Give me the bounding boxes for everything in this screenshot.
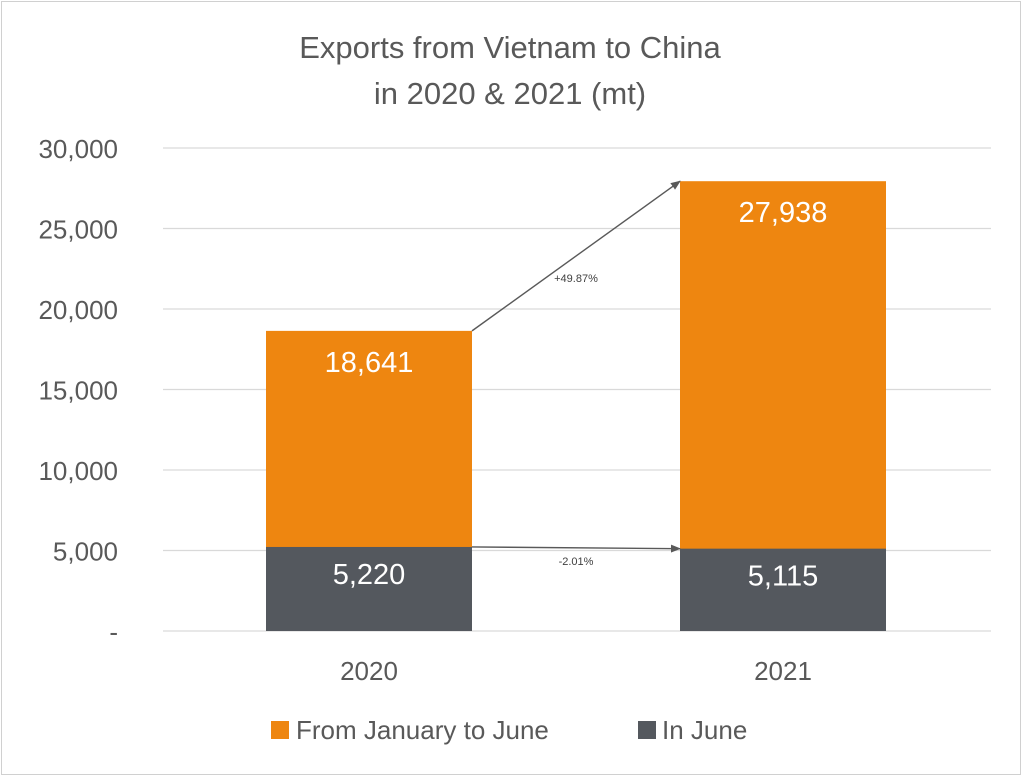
bar-in-june-2020 (266, 546, 472, 631)
change-arrow-in-june (471, 544, 681, 553)
y-tick-label: 5,000 (53, 537, 118, 567)
y-tick-label: 30,000 (38, 134, 118, 164)
y-tick-label: 20,000 (38, 295, 118, 325)
x-tick-label-2020: 2020 (340, 656, 398, 686)
change-arrow-from-january-to-june (471, 180, 681, 332)
data-label-in-june-2021: 5,115 (748, 561, 818, 593)
change-annotation-in-june: -2.01% (559, 556, 594, 568)
legend-label-in-june: In June (662, 715, 747, 745)
y-tick-label: 25,000 (38, 215, 118, 245)
legend-label-from-january-to-june: From January to June (296, 715, 549, 745)
legend: From January to June In June (271, 715, 747, 745)
y-tick-label: 10,000 (38, 456, 118, 486)
y-axis-tick-labels: - 5,000 10,000 15,000 20,000 25,000 30,000 (38, 134, 118, 647)
y-tick-label: - (109, 617, 118, 647)
bar-in-june-2021 (680, 548, 886, 631)
chart-title-line-1: Exports from Vietnam to China (299, 30, 721, 65)
y-tick-label: 15,000 (38, 376, 118, 406)
legend-swatch-in-june (638, 721, 656, 739)
change-arrows: +49.87% -2.01% (471, 180, 681, 568)
change-annotation-from-january-to-june: +49.87% (554, 273, 598, 285)
data-label-from-january-to-june-2021: 27,938 (739, 197, 828, 229)
x-tick-label-2021: 2021 (754, 656, 812, 686)
chart-title-line-2: in 2020 & 2021 (mt) (374, 76, 646, 111)
bars: 18,641 5,220 27,938 5,115 (266, 181, 886, 632)
legend-swatch-from-january-to-june (271, 721, 289, 739)
x-axis-tick-labels: 2020 2021 (340, 656, 812, 686)
data-label-in-june-2020: 5,220 (333, 559, 406, 591)
data-label-from-january-to-june-2020: 18,641 (325, 347, 414, 379)
